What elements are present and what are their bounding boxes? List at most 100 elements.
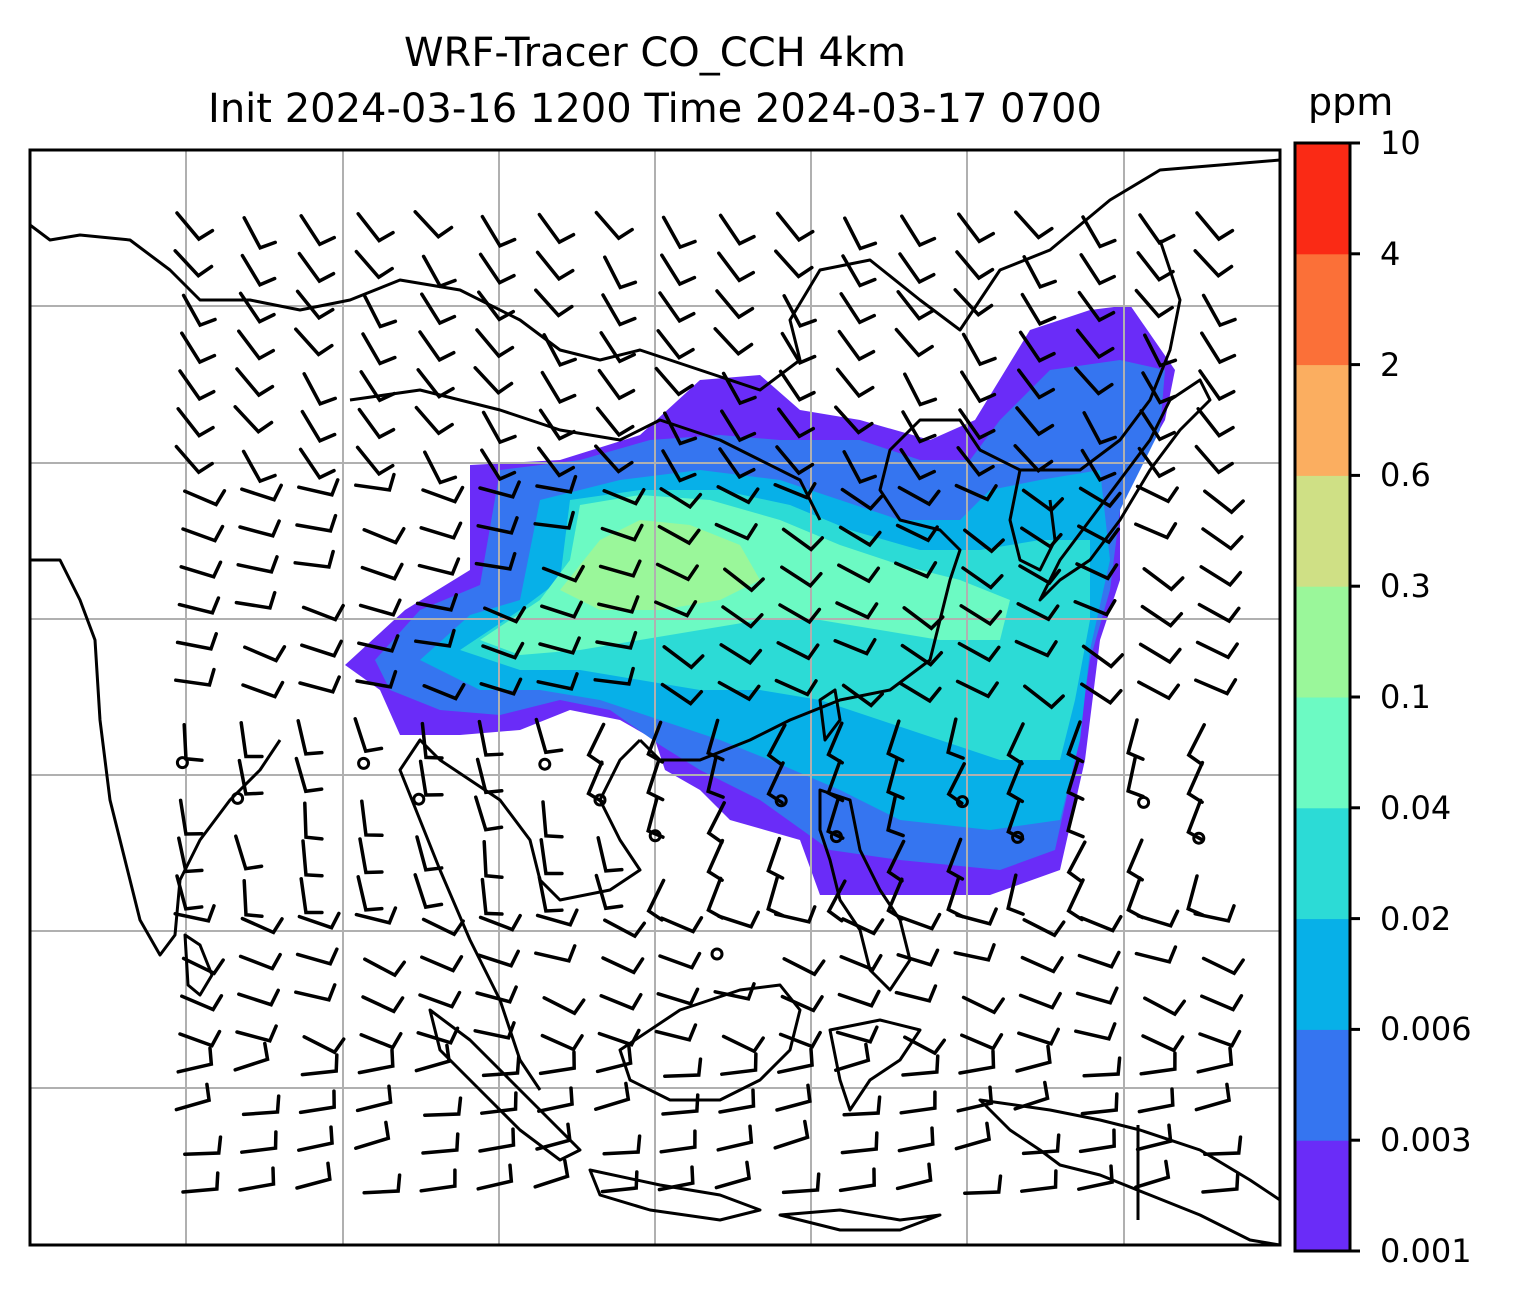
wind-barb [183, 489, 227, 507]
wind-barb [1021, 488, 1065, 513]
wind-barb [766, 836, 785, 880]
wind-barb [303, 801, 324, 841]
wind-barb [300, 639, 343, 658]
wind-barb [894, 327, 934, 358]
wind-barb [535, 1122, 572, 1151]
colorbar-tick-label: 10 [1380, 124, 1421, 162]
wind-barb [1079, 914, 1123, 933]
coastline-china-east [638, 239, 1182, 762]
wind-barb [414, 405, 454, 436]
calm-wind-circle [648, 829, 662, 843]
wind-barb [646, 796, 665, 839]
wind-barb [1143, 996, 1187, 1017]
wind-barb [715, 289, 755, 320]
wind-barb [886, 757, 905, 800]
calm-wind-circle [1011, 830, 1025, 844]
wind-barb [1022, 255, 1057, 289]
wind-barb [478, 480, 521, 499]
wind-barb [659, 487, 703, 510]
sumatra [428, 1008, 582, 1162]
wind-barb [1138, 213, 1176, 246]
wind-barb [961, 332, 997, 367]
wind-barb [474, 795, 504, 832]
wind-barb [717, 680, 761, 702]
wind-barb [477, 719, 504, 757]
wind-barb [534, 944, 577, 963]
wind-barb [1078, 486, 1122, 509]
wind-barb [955, 250, 995, 281]
wind-barb [837, 989, 881, 1008]
wind-barb [1078, 1128, 1116, 1154]
wind-barb [1074, 1022, 1117, 1041]
wind-barb [714, 522, 758, 541]
wind-barb [481, 641, 525, 660]
wind-barb [178, 1029, 222, 1048]
wind-barb [840, 487, 884, 511]
wind-barb [1135, 484, 1179, 504]
wind-barb [775, 445, 815, 476]
wind-barb [595, 1045, 633, 1074]
korea-peninsula [1008, 469, 1057, 572]
wind-barb [586, 722, 606, 766]
wind-barb [716, 485, 760, 505]
wind-barb [534, 717, 564, 755]
border-china-inner [349, 388, 822, 521]
new-guinea [978, 1098, 1280, 1245]
wind-barb [886, 839, 906, 883]
wind-barb [958, 1049, 996, 1075]
wind-barb [956, 446, 995, 477]
borneo [618, 983, 802, 1102]
wind-barb [706, 801, 726, 845]
wind-barb [1126, 876, 1145, 920]
wind-barb [300, 1053, 339, 1077]
wind-barb [1194, 678, 1238, 696]
wind-barb [1186, 798, 1205, 842]
wind-barb [1020, 1169, 1058, 1193]
wind-barb [1136, 251, 1175, 282]
wind-barb [841, 683, 885, 708]
wind-barb [542, 996, 586, 1016]
wind-barb [361, 332, 397, 366]
wind-barb [233, 1041, 270, 1072]
colorbar-tick-label: 0.6 [1380, 456, 1431, 495]
wind-barb [718, 1088, 756, 1114]
wind-barb [1198, 369, 1236, 402]
wind-barb [357, 407, 396, 440]
wind-barb [535, 908, 579, 927]
wind-barb [1014, 639, 1058, 658]
colorbar-unit-label: ppm [1308, 80, 1394, 124]
wind-barb [1006, 722, 1025, 766]
wind-barb [1077, 950, 1121, 969]
wind-barb [959, 604, 1003, 627]
wind-barb [179, 560, 223, 579]
wind-barb [297, 911, 341, 930]
wind-barb [481, 1055, 521, 1078]
wind-barb [535, 474, 578, 494]
wind-barb [480, 448, 517, 482]
wind-barb [538, 1050, 576, 1076]
wind-barb [896, 290, 935, 321]
wind-barb [661, 215, 697, 250]
wind-barb [838, 525, 882, 548]
wind-barb [541, 564, 585, 583]
wind-barb [826, 797, 845, 840]
wind-barb [898, 912, 942, 931]
wind-barb [354, 1120, 391, 1150]
wind-barb [475, 985, 518, 1004]
wind-barb [243, 645, 287, 663]
wind-barb [903, 372, 938, 407]
colorbar-swatch [1295, 586, 1350, 698]
colorbar-swatch [1295, 1029, 1350, 1141]
wind-barb [423, 450, 458, 485]
wind-barb [841, 254, 877, 288]
wind-barb [597, 595, 640, 614]
wind-barb [838, 1167, 876, 1193]
wind-barb [773, 1119, 810, 1150]
coastline-srilanka [183, 933, 214, 997]
wind-barb [780, 331, 817, 365]
wind-barb [835, 367, 875, 399]
colorbar-swatch [1295, 364, 1350, 476]
wind-barb [1198, 1029, 1242, 1048]
wind-barb [296, 719, 324, 756]
wind-barb [706, 876, 725, 920]
